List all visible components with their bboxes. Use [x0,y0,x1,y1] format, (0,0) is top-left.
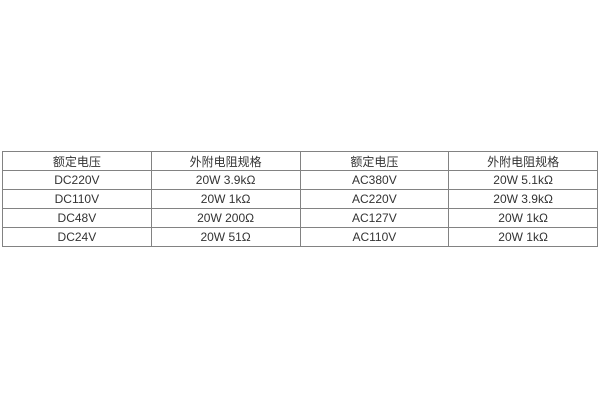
cell-resistor-spec: 20W 5.1kΩ [448,170,598,190]
cell-rated-voltage: AC110V [299,227,450,247]
table-row: DC110V 20W 1kΩ AC220V 20W 3.9kΩ [2,189,598,209]
cell-resistor-spec: 20W 3.9kΩ [448,189,598,209]
table-row: DC24V 20W 51Ω AC110V 20W 1kΩ [2,227,598,247]
cell-rated-voltage: AC220V [299,189,450,209]
cell-resistor-spec: 20W 200Ω [150,208,301,228]
cell-resistor-spec: 20W 1kΩ [448,227,598,247]
cell-rated-voltage: DC110V [2,189,152,209]
cell-resistor-spec: 20W 3.9kΩ [150,170,301,190]
cell-rated-voltage: AC380V [299,170,450,190]
cell-resistor-spec: 20W 1kΩ [448,208,598,228]
header-external-resistor-spec-ac: 外附电阻规格 [448,151,598,171]
table-row: DC48V 20W 200Ω AC127V 20W 1kΩ [2,208,598,228]
cell-rated-voltage: DC220V [2,170,152,190]
table-header-row: 额定电压 外附电阻规格 额定电压 外附电阻规格 [2,151,598,171]
cell-resistor-spec: 20W 1kΩ [150,189,301,209]
cell-rated-voltage: DC24V [2,227,152,247]
header-rated-voltage-dc: 额定电压 [2,151,152,171]
cell-rated-voltage: AC127V [299,208,450,228]
cell-resistor-spec: 20W 51Ω [150,227,301,247]
header-rated-voltage-ac: 额定电压 [299,151,450,171]
table-row: DC220V 20W 3.9kΩ AC380V 20W 5.1kΩ [2,170,598,190]
header-external-resistor-spec-dc: 外附电阻规格 [150,151,301,171]
cell-rated-voltage: DC48V [2,208,152,228]
voltage-resistor-spec-table: 额定电压 外附电阻规格 额定电压 外附电阻规格 DC220V 20W 3.9kΩ… [2,151,598,247]
